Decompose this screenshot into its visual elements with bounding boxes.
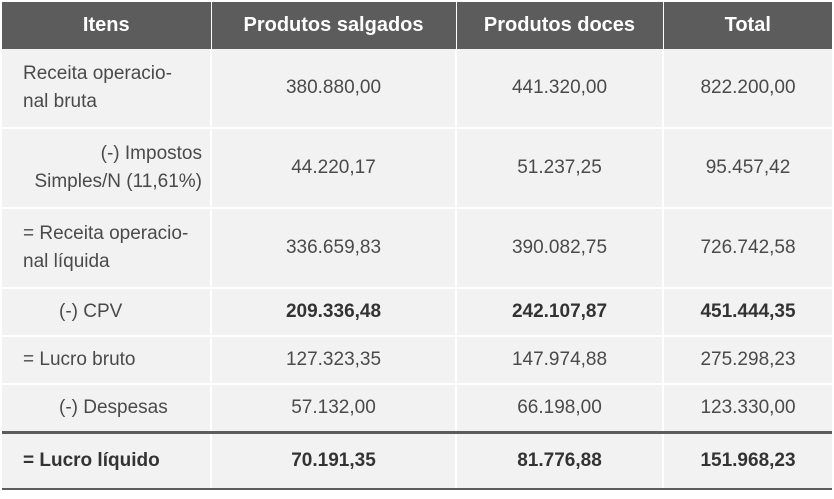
table-row-lucro-bruto: = Lucro bruto 127.323,35 147.974,88 275.… — [2, 336, 832, 385]
cell-doces: 147.974,88 — [456, 336, 664, 385]
table-row-despesas: (-) Despesas 57.132,00 66.198,00 123.330… — [2, 384, 832, 434]
cell-salgados: 336.659,83 — [211, 208, 457, 289]
table-row-receita-bruta: Receita operacio- nal bruta 380.880,00 4… — [2, 49, 832, 129]
row-label: Receita operacio- nal bruta — [2, 49, 212, 129]
cell-total: 95.457,42 — [663, 128, 832, 209]
cell-doces: 390.082,75 — [456, 208, 664, 289]
row-label: (-) CPV — [2, 288, 212, 337]
table-row-lucro-liquido: = Lucro líquido 70.191,35 81.776,88 151.… — [2, 431, 832, 490]
cell-doces: 441.320,00 — [456, 49, 664, 129]
table-row-impostos: (-) Impostos Simples/N (11,61%) 44.220,1… — [2, 128, 832, 209]
cell-doces: 81.776,88 — [456, 431, 664, 490]
cell-salgados: 44.220,17 — [211, 128, 457, 209]
cell-doces: 51.237,25 — [456, 128, 664, 209]
row-label: = Lucro líquido — [2, 431, 212, 490]
table-row-receita-liquida: = Receita operacio- nal líquida 336.659,… — [2, 208, 832, 289]
cell-doces: 66.198,00 — [456, 384, 664, 434]
cell-total: 726.742,58 — [663, 208, 832, 289]
row-label: (-) Despesas — [2, 384, 212, 434]
income-statement-table: Itens Produtos salgados Produtos doces T… — [2, 2, 832, 490]
table-body: Receita operacio- nal bruta 380.880,00 4… — [2, 49, 832, 490]
cell-total: 151.968,23 — [663, 431, 832, 490]
header-row: Itens Produtos salgados Produtos doces T… — [2, 2, 832, 49]
cell-total: 451.444,35 — [663, 288, 832, 337]
cell-salgados: 209.336,48 — [211, 288, 457, 337]
cell-doces: 242.107,87 — [456, 288, 664, 337]
cell-total: 275.298,23 — [663, 336, 832, 385]
header-produtos-doces: Produtos doces — [456, 2, 664, 49]
header-itens: Itens — [2, 2, 212, 49]
row-label: = Lucro bruto — [2, 336, 212, 385]
header-total: Total — [663, 2, 832, 49]
row-label: (-) Impostos Simples/N (11,61%) — [2, 128, 212, 209]
cell-salgados: 380.880,00 — [211, 49, 457, 129]
row-label: = Receita operacio- nal líquida — [2, 208, 212, 289]
cell-salgados: 127.323,35 — [211, 336, 457, 385]
cell-total: 123.330,00 — [663, 384, 832, 434]
table-header: Itens Produtos salgados Produtos doces T… — [2, 2, 832, 49]
cell-salgados: 57.132,00 — [211, 384, 457, 434]
cell-total: 822.200,00 — [663, 49, 832, 129]
cell-salgados: 70.191,35 — [211, 431, 457, 490]
table-row-cpv: (-) CPV 209.336,48 242.107,87 451.444,35 — [2, 288, 832, 337]
header-produtos-salgados: Produtos salgados — [211, 2, 457, 49]
